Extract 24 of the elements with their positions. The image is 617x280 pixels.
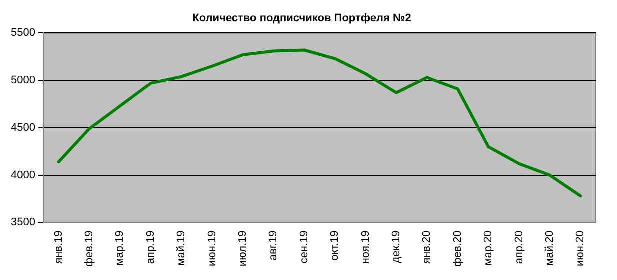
y-tick-label: 5000 [10,74,36,87]
x-tick-label: май.19 [176,230,188,266]
x-tick-label: май.20 [544,230,556,266]
y-tick-label: 5500 [10,27,36,40]
x-tick-label: июл.19 [237,230,250,267]
x-tick-label: сен.19 [298,230,310,264]
x-tick-label: дек.19 [390,230,403,264]
y-tick-label: 3500 [10,216,36,229]
chart-title: Количество подписчиков Портфеля №2 [192,12,412,25]
x-tick-label: мар.19 [114,230,126,266]
x-tick-label: окт.19 [329,230,342,261]
x-tick-label: июн.19 [206,230,218,266]
x-tick-label: янв.20 [421,230,434,264]
x-tick-label: янв.19 [52,230,65,264]
x-tick-label: мар.20 [482,230,495,266]
x-tick-label: фев.19 [84,230,96,268]
y-tick-label: 4500 [10,122,36,134]
x-tick-label: фев.20 [452,230,464,268]
x-tick-label: июн.20 [574,230,587,266]
x-tick-label: апр.20 [513,230,526,264]
x-tick-label: ноя.19 [360,230,372,264]
y-tick-label: 4000 [10,169,36,182]
x-tick-label: авг.19 [268,230,280,261]
x-tick-label: апр.19 [144,230,157,264]
